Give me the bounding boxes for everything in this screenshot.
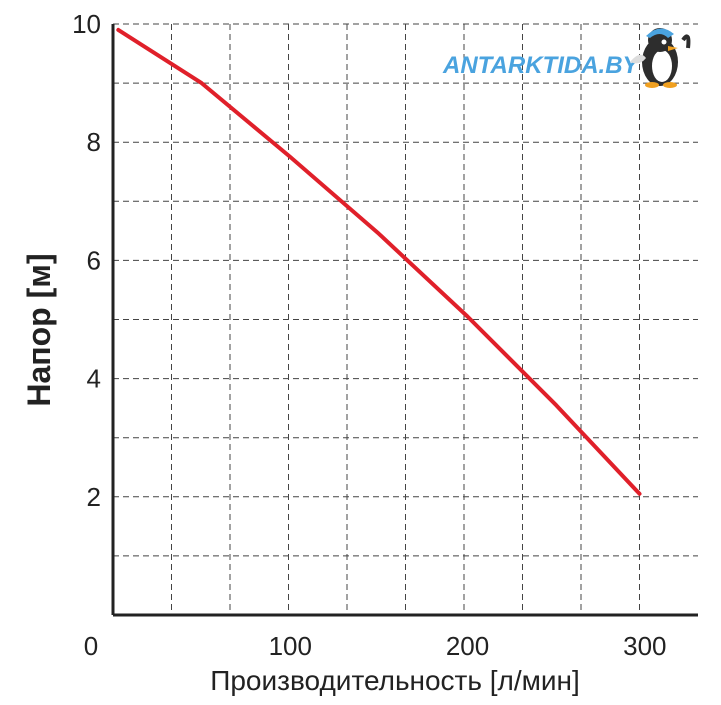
x-tick-label: 0 (84, 631, 98, 661)
series-lines (116, 27, 642, 496)
y-tick-label: 8 (87, 127, 101, 157)
grid-lines (113, 23, 698, 615)
y-axis-label: Напор [м] (21, 253, 57, 406)
y-tick-label: 6 (87, 245, 101, 275)
x-tick-labels: 0 100 200 300 (84, 631, 667, 661)
series-line (116, 27, 642, 496)
y-tick-label: 4 (87, 364, 101, 394)
watermark-text: ANTARKTIDA.BY (442, 52, 641, 79)
watermark-logo: ANTARKTIDA.BY (442, 28, 691, 88)
y-tick-label: 10 (72, 9, 101, 39)
x-tick-label: 100 (269, 631, 312, 661)
y-tick-labels: 2 4 6 8 10 (72, 9, 101, 512)
x-axis-label: Производительность [л/мин] (210, 665, 580, 696)
x-tick-label: 300 (623, 631, 666, 661)
penguin-icon (630, 28, 691, 88)
y-tick-label: 2 (87, 482, 101, 512)
x-tick-label: 200 (446, 631, 489, 661)
